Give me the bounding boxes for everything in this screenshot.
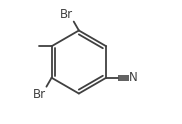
- Text: Br: Br: [60, 8, 73, 21]
- Text: N: N: [129, 71, 138, 84]
- Text: Br: Br: [33, 88, 46, 101]
